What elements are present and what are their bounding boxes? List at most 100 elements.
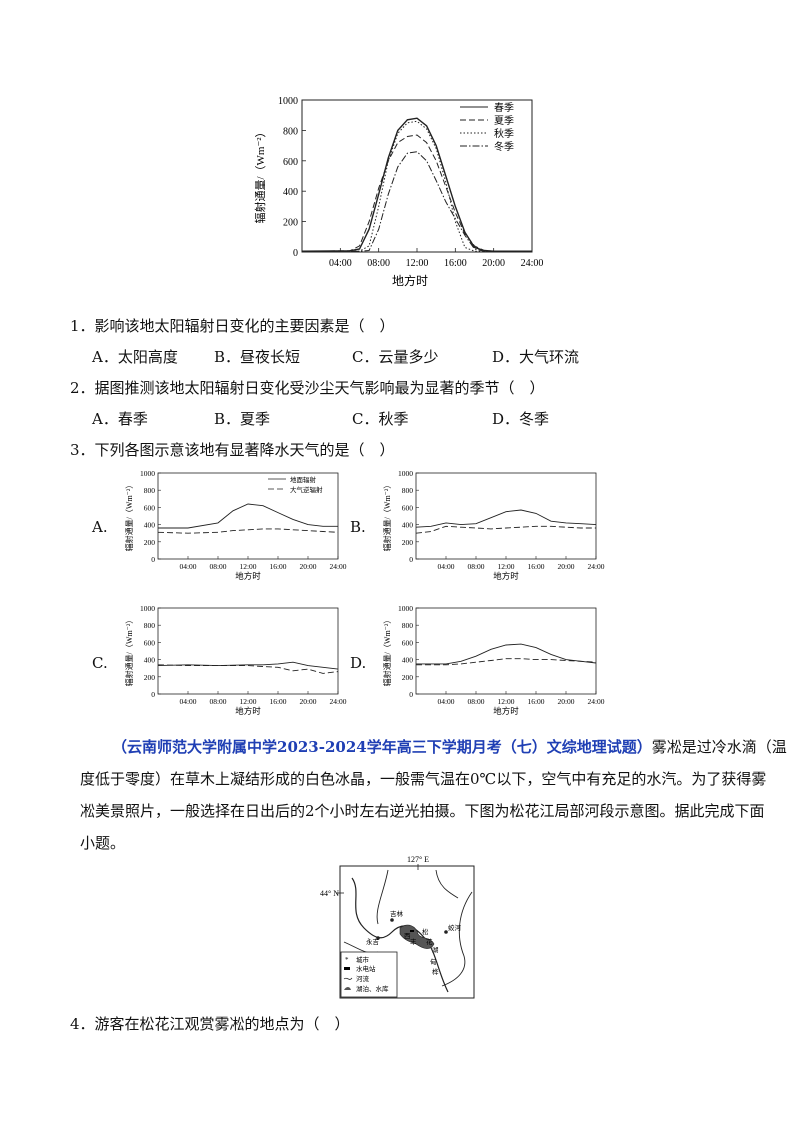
y-tick-label: 400 <box>144 656 156 665</box>
option-letter: A． <box>92 348 118 366</box>
q1-option-b[interactable]: B．昼夜长短 <box>214 346 300 367</box>
y-tick-label: 600 <box>144 503 156 512</box>
series-line-1 <box>158 503 338 529</box>
y-tick-label: 600 <box>402 638 414 647</box>
q1-option-a[interactable]: A．太阳高度 <box>92 346 178 367</box>
y-tick-label: 400 <box>283 187 298 198</box>
series-line-3 <box>302 120 532 252</box>
option-letter: D． <box>492 348 520 366</box>
y-tick-label: 800 <box>402 621 414 630</box>
x-axis-label: 地方时 <box>493 706 519 716</box>
panel-label-b[interactable]: B. <box>350 518 366 536</box>
place-label: 蛟河 <box>448 923 462 932</box>
latitude-label: 44° N <box>320 889 339 898</box>
series-line-2 <box>415 525 596 534</box>
chart-panel-d: 辐射通量/（Wm⁻²） 0 200 400 600 800 1000 04:00 08:00 12… <box>382 604 605 716</box>
passage-line-4: 小题。 <box>80 834 126 852</box>
option-letter: B． <box>214 348 241 366</box>
option-letter: C． <box>352 410 379 428</box>
x-tick-label: 04:00 <box>179 697 196 706</box>
city-marker <box>376 936 380 940</box>
x-tick-label: 08:00 <box>467 562 484 571</box>
plot-area <box>157 472 339 560</box>
q2-option-d[interactable]: D．冬季 <box>492 408 549 429</box>
x-tick-label: 04:00 <box>437 562 454 571</box>
main-chart: 辐射通量/（Wm⁻²） 地方时 0 200 400 600 800 1000 04:00 08… <box>250 90 550 290</box>
place-label: 丰 <box>410 937 417 946</box>
plot-area <box>157 607 339 695</box>
y-tick-label: 200 <box>144 538 156 547</box>
x-tick-label: 24:00 <box>587 697 604 706</box>
lake-reservoir <box>399 924 435 949</box>
y-axis-label: 辐射通量/（Wm⁻²） <box>253 126 267 223</box>
x-tick-label: 04:00 <box>329 258 352 269</box>
river-branch <box>441 891 473 987</box>
legend-label: 冬季 <box>494 140 514 153</box>
plot-area <box>415 607 597 695</box>
panel-label-a[interactable]: A. <box>92 518 108 536</box>
x-tick-label: 08:00 <box>367 258 390 269</box>
x-tick-label: 20:00 <box>482 258 505 269</box>
x-tick-label: 16:00 <box>444 258 467 269</box>
y-tick-label: 400 <box>402 521 414 530</box>
question-2: 2．据图推测该地太阳辐射日变化受沙尘天气影响最为显著的季节（ ） <box>70 379 545 397</box>
x-tick-label: 12:00 <box>406 258 429 269</box>
legend-label: 地面辐射 <box>290 475 317 484</box>
passage-line-3: 凇美景照片，一般选择在日出后的2个小时左右逆光拍摄。下图为松花江局部河段示意图。… <box>80 802 765 820</box>
place-label: 桦 <box>432 967 439 976</box>
option-text: 太阳高度 <box>117 348 178 366</box>
series-line-2 <box>157 664 339 674</box>
x-axis-label: 地方时 <box>493 571 519 581</box>
question-1: 1．影响该地太阳辐射日变化的主要因素是（ ） <box>70 317 395 335</box>
source-citation: （云南师范大学附属中学2023-2024学年高三下学期月考（七）文综地理试题） <box>112 738 652 756</box>
series-line-4 <box>302 151 532 252</box>
q2-option-c[interactable]: C．秋季 <box>352 408 409 429</box>
panel-label-d[interactable]: D. <box>350 654 367 672</box>
river-main <box>351 877 449 993</box>
x-axis-label: 地方时 <box>235 571 261 581</box>
x-tick-label: 08:00 <box>467 697 484 706</box>
q2-option-a[interactable]: A．春季 <box>92 408 148 429</box>
x-tick-label: 04:00 <box>437 697 454 706</box>
series-line-2 <box>301 134 532 252</box>
x-axis-label: 地方时 <box>392 273 428 288</box>
chart-panel-c: 辐射通量/（Wm⁻²） 0 200 400 600 800 1000 04:00 08:00 12… <box>124 604 347 716</box>
x-tick-label: 20:00 <box>299 697 316 706</box>
legend-label: 春季 <box>494 102 514 114</box>
legend-city: 城市 <box>356 955 370 964</box>
y-tick-label: 1000 <box>398 604 413 613</box>
chart-panel-a: 辐射通量/（Wm⁻²） 0 200 400 600 800 1000 04:00 08:00 12… <box>124 469 347 581</box>
y-tick-label: 800 <box>402 486 414 495</box>
y-tick-label: 800 <box>144 621 156 630</box>
svg-text:*: * <box>345 956 349 964</box>
city-marker <box>390 918 394 922</box>
y-tick-label: 0 <box>151 555 155 564</box>
x-tick-label: 12:00 <box>239 697 256 706</box>
y-tick-label: 600 <box>402 503 414 512</box>
x-tick-label: 20:00 <box>557 562 574 571</box>
series-line-1 <box>416 643 597 665</box>
passage-text: 雾凇是过冷水滴（温 <box>651 738 787 756</box>
y-tick-label: 600 <box>283 157 298 168</box>
place-label: 花 <box>426 937 433 946</box>
chart-panel-b: 辐射通量/（Wm⁻²） 0 200 400 600 800 1000 04:00 08:00 12… <box>382 469 605 581</box>
q1-option-d[interactable]: D．大气环流 <box>492 346 579 367</box>
plot-area <box>415 472 597 560</box>
option-text: 云量多少 <box>378 348 439 366</box>
x-tick-label: 24:00 <box>521 258 544 269</box>
series-line-1 <box>415 509 597 528</box>
place-label: 西 <box>404 932 411 940</box>
river-branch <box>435 869 459 899</box>
q2-option-b[interactable]: B．夏季 <box>214 408 270 429</box>
place-label: 永吉 <box>366 937 380 946</box>
y-tick-label: 200 <box>402 673 414 682</box>
panel-label-c[interactable]: C. <box>92 654 108 672</box>
x-tick-label: 20:00 <box>299 562 316 571</box>
y-tick-label: 1000 <box>398 469 413 478</box>
legend-river: 河流 <box>356 974 370 983</box>
q1-option-c[interactable]: C．云量多少 <box>352 346 439 367</box>
x-tick-label: 16:00 <box>527 562 544 571</box>
longitude-label: 127° E <box>407 855 429 864</box>
songhua-river-map: 127° E 44° N 吉林 永吉 蛟河 松 花 湖 西 丰 甸 桦 * 城市… <box>320 855 475 999</box>
option-letter: D． <box>492 410 520 428</box>
